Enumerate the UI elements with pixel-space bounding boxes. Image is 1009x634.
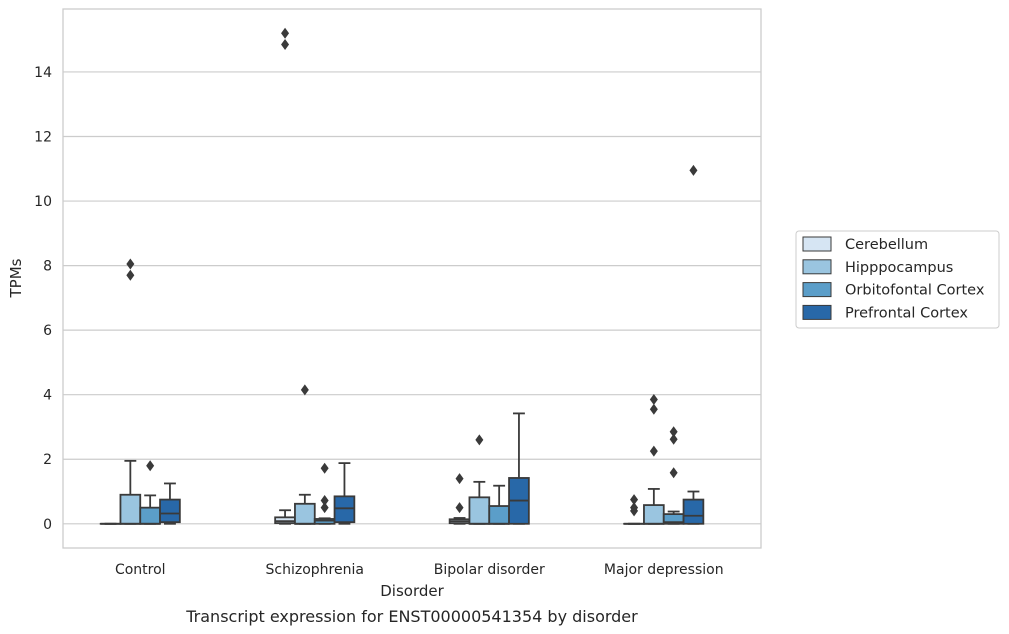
outlier-point-2 <box>630 494 639 506</box>
legend-swatch-3 <box>802 304 832 320</box>
box-body <box>682 498 705 525</box>
box-1-3 <box>333 462 356 525</box>
legend: Cerebellum Hipppocampus Orbitofontal Corte… <box>795 230 1000 329</box>
outlier-point-1 <box>649 403 658 415</box>
box-2-3 <box>508 412 530 525</box>
box-body <box>333 495 356 524</box>
x-tick-label-0: Control <box>115 562 166 578</box>
outlier-point-0 <box>320 502 329 514</box>
box-3-1 <box>643 394 665 525</box>
box-3-3 <box>682 164 705 525</box>
outlier-point-1 <box>320 495 329 507</box>
box-2-2 <box>488 484 510 525</box>
outlier-point-0 <box>649 445 658 457</box>
legend-frame <box>795 230 1000 329</box>
x-tick-label-2: Bipolar disorder <box>434 562 545 578</box>
outlier-point-1 <box>126 258 135 270</box>
legend-label-0: Cerebellum <box>845 237 928 253</box>
x-tick-label-1: Schizophrenia <box>266 562 364 578</box>
outlier-point-1 <box>281 27 290 39</box>
outlier-point-0 <box>689 164 698 176</box>
y-tick-label-0: 0 <box>43 517 52 533</box>
y-axis-ticks: 0 2 4 6 8 10 12 14 <box>34 65 52 533</box>
outlier-point-1 <box>455 473 464 485</box>
outlier-point-1 <box>669 433 678 445</box>
legend-label-1: Hipppocampus <box>845 260 953 276</box>
chart-caption: Transcript expression for ENST0000054135… <box>185 607 638 626</box>
legend-label-3: Prefrontal Cortex <box>845 305 968 321</box>
y-tick-label-2: 4 <box>43 388 52 404</box>
x-tick-label-3: Major depression <box>604 562 724 578</box>
outlier-point-0 <box>669 467 678 479</box>
box-body <box>643 504 665 525</box>
y-tick-label-3: 6 <box>43 323 52 339</box>
outlier-point-2 <box>320 462 329 474</box>
outlier-point-0 <box>126 269 135 281</box>
plot-background <box>63 9 761 548</box>
plot-frame <box>62 8 762 549</box>
y-tick-label-1: 2 <box>43 452 52 468</box>
box-0-2 <box>139 460 161 525</box>
outlier-point-0 <box>455 502 464 514</box>
legend-swatch-2 <box>802 282 832 298</box>
outlier-point-1 <box>630 502 639 514</box>
y-axis-label: TPMs <box>7 258 25 298</box>
box-body <box>468 496 491 525</box>
box-0-3 <box>159 482 181 525</box>
x-axis-label: Disorder <box>380 582 444 600</box>
box-1-2 <box>313 462 336 525</box>
box-body <box>274 516 296 525</box>
box-body <box>488 505 510 525</box>
box-1-1 <box>294 384 316 525</box>
y-tick-label-5: 10 <box>34 194 52 210</box>
legend-swatch-0 <box>802 236 832 252</box>
outlier-point-0 <box>300 384 309 396</box>
box-0-1 <box>119 258 142 525</box>
box-body <box>139 506 161 525</box>
outlier-point-0 <box>475 434 484 446</box>
box-groups <box>99 27 705 525</box>
outlier-point-0 <box>281 39 290 51</box>
outlier-point-2 <box>669 426 678 438</box>
box-body <box>294 502 316 525</box>
y-tick-label-6: 12 <box>34 129 52 145</box>
y-tick-label-7: 14 <box>34 65 52 81</box>
gridlines <box>63 71 761 525</box>
outlier-point-0 <box>146 460 155 472</box>
box-body <box>119 493 142 525</box>
y-tick-label-4: 8 <box>43 259 52 275</box>
x-axis-ticks: Control Schizophrenia Bipolar disorder Majo… <box>115 562 724 578</box>
outlier-point-2 <box>649 394 658 406</box>
legend-label-2: Orbitofontal Cortex <box>845 283 985 299</box>
box-body <box>159 498 181 524</box>
box-3-2 <box>662 426 685 525</box>
legend-swatch-1 <box>802 259 832 275</box>
